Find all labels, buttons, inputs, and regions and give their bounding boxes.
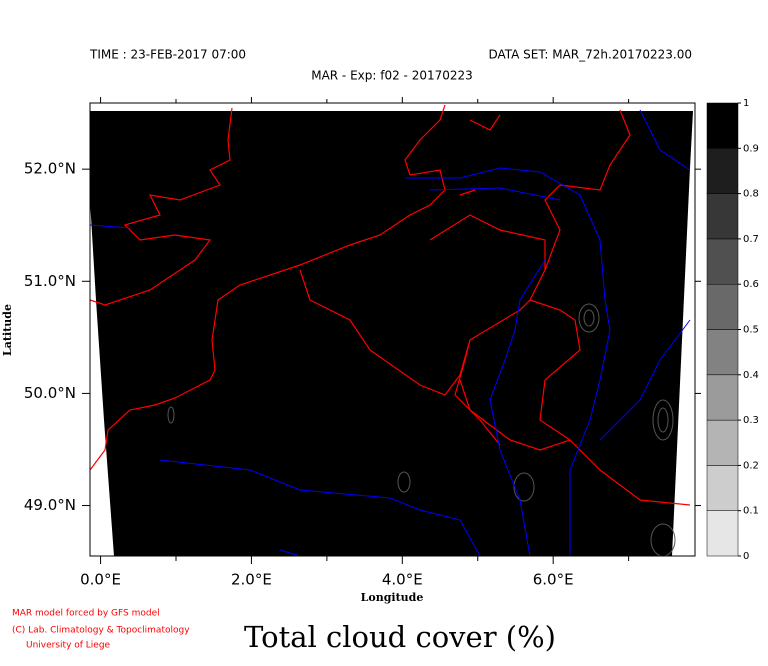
x-tick-label: 0.0°E — [80, 571, 121, 589]
frame — [89, 102, 696, 557]
colorbar-band — [706, 102, 739, 149]
colorbar-label: 0.4 — [743, 370, 759, 381]
x-axis-label: Longitude — [361, 591, 424, 604]
x-tick-label: 2.0°E — [231, 571, 272, 589]
map-area — [89, 102, 696, 557]
coastlines-borders — [89, 104, 691, 506]
y-tick-label: 50.0°N — [24, 384, 76, 402]
y-axis-label: Latitude — [1, 304, 14, 356]
colorbar-band — [706, 148, 739, 194]
credit: University of Liege — [26, 641, 111, 651]
time-label: TIME : 23-FEB-2017 07:00 — [89, 48, 246, 62]
subtitle: MAR - Exp: f02 - 20170223 — [311, 69, 473, 83]
cloud-contours — [167, 303, 676, 557]
colorbar-label: 0.6 — [743, 279, 759, 290]
colorbar-label: 0.9 — [743, 143, 759, 154]
figure-title: Total cloud cover (%) — [244, 620, 556, 654]
credit: (C) Lab. Climatology & Topoclimatology — [12, 626, 190, 636]
colorbar-band — [706, 419, 739, 466]
y-tick-label: 52.0°N — [24, 160, 76, 178]
colorbar-label: 0.7 — [743, 234, 759, 245]
colorbar-label: 0.1 — [743, 506, 759, 517]
x-tick-label: 6.0°E — [533, 571, 574, 589]
colorbar-band — [706, 374, 739, 421]
credit: MAR model forced by GFS model — [12, 609, 160, 619]
colorbar-label: 0 — [743, 551, 749, 562]
dataset-label: DATA SET: MAR_72h.20170223.00 — [488, 48, 692, 62]
colorbar-band — [706, 510, 739, 557]
rivers — [89, 109, 691, 557]
colorbar-band — [706, 329, 739, 376]
colorbar-label: 0.5 — [743, 325, 759, 336]
colorbar-label: 0.2 — [743, 460, 759, 471]
colorbar-band — [706, 193, 739, 240]
data-field — [90, 111, 693, 556]
y-tick-label: 51.0°N — [24, 272, 76, 290]
colorbar-band — [706, 465, 739, 511]
colorbar-label: 0.8 — [743, 189, 759, 200]
colorbar-label: 1 — [743, 98, 749, 109]
colorbar-band — [706, 238, 739, 285]
y-tick-label: 49.0°N — [24, 496, 76, 514]
colorbar-label: 0.3 — [743, 415, 759, 426]
colorbar-band — [706, 283, 739, 330]
x-tick-label: 4.0°E — [382, 571, 423, 589]
